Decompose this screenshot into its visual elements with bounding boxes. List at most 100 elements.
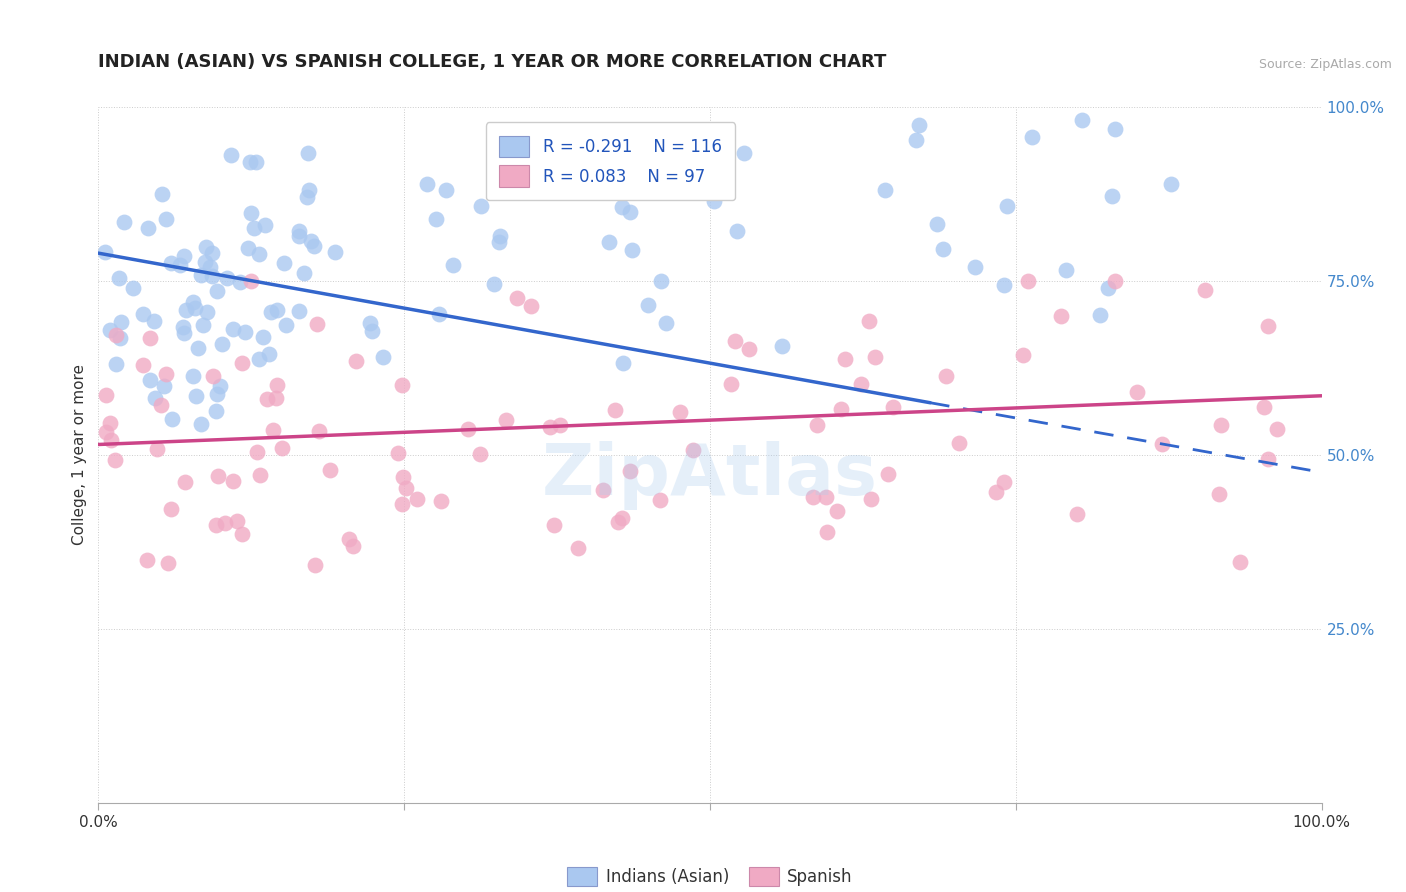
Legend: Indians (Asian), Spanish: Indians (Asian), Spanish bbox=[561, 860, 859, 892]
Point bbox=[488, 235, 510, 249]
Point bbox=[1088, 308, 1111, 322]
Point bbox=[682, 442, 704, 457]
Point bbox=[650, 274, 672, 288]
Point bbox=[416, 177, 439, 191]
Point bbox=[264, 392, 287, 406]
Point bbox=[1050, 310, 1073, 324]
Point bbox=[155, 367, 177, 381]
Point bbox=[242, 221, 264, 235]
Point bbox=[498, 175, 520, 189]
Point bbox=[619, 204, 641, 219]
Point bbox=[882, 400, 904, 414]
Point bbox=[391, 470, 413, 484]
Point bbox=[1066, 508, 1088, 522]
Point bbox=[830, 402, 852, 417]
Point bbox=[1050, 86, 1073, 100]
Point bbox=[94, 425, 117, 439]
Point bbox=[239, 155, 262, 169]
Point bbox=[571, 181, 593, 195]
Point bbox=[1150, 437, 1173, 451]
Point bbox=[247, 351, 270, 366]
Point bbox=[262, 423, 284, 437]
Point bbox=[94, 244, 117, 259]
Point bbox=[105, 328, 128, 343]
Point bbox=[159, 501, 181, 516]
Point bbox=[610, 200, 633, 214]
Point bbox=[603, 403, 626, 417]
Point bbox=[598, 235, 620, 249]
Point bbox=[288, 229, 311, 244]
Point bbox=[112, 215, 135, 229]
Point bbox=[139, 373, 162, 387]
Point bbox=[214, 516, 236, 531]
Point bbox=[339, 532, 361, 546]
Point bbox=[257, 347, 280, 361]
Point bbox=[908, 118, 931, 132]
Point bbox=[205, 387, 228, 401]
Point bbox=[725, 224, 748, 238]
Point bbox=[187, 342, 209, 356]
Point bbox=[298, 183, 321, 197]
Point bbox=[292, 266, 315, 280]
Point bbox=[1104, 122, 1126, 136]
Point bbox=[266, 378, 288, 392]
Point bbox=[132, 308, 155, 322]
Point bbox=[190, 417, 212, 431]
Point bbox=[181, 368, 204, 383]
Point bbox=[993, 277, 1015, 292]
Point bbox=[612, 356, 634, 370]
Point bbox=[1104, 274, 1126, 288]
Point bbox=[993, 475, 1015, 490]
Point bbox=[205, 518, 228, 533]
Point bbox=[1126, 385, 1149, 400]
Point bbox=[308, 424, 330, 438]
Point bbox=[229, 275, 252, 289]
Point bbox=[150, 186, 173, 201]
Point bbox=[288, 224, 311, 238]
Point bbox=[612, 511, 634, 525]
Point bbox=[174, 302, 197, 317]
Point bbox=[655, 317, 678, 331]
Point bbox=[287, 304, 309, 318]
Point bbox=[138, 220, 160, 235]
Point bbox=[208, 379, 231, 393]
Point bbox=[925, 217, 948, 231]
Point bbox=[512, 154, 534, 169]
Point bbox=[815, 490, 838, 504]
Point bbox=[997, 199, 1019, 213]
Point bbox=[98, 417, 121, 431]
Point bbox=[150, 398, 173, 412]
Point bbox=[1097, 281, 1119, 295]
Point bbox=[948, 436, 970, 450]
Point bbox=[395, 482, 418, 496]
Point bbox=[1012, 347, 1035, 361]
Point bbox=[184, 388, 207, 402]
Point bbox=[184, 301, 207, 316]
Point bbox=[1257, 318, 1279, 333]
Point bbox=[606, 515, 628, 529]
Point bbox=[827, 503, 849, 517]
Point bbox=[1253, 400, 1275, 414]
Point bbox=[543, 518, 565, 533]
Point bbox=[226, 514, 249, 528]
Point bbox=[221, 147, 243, 161]
Point bbox=[429, 307, 451, 321]
Point bbox=[434, 183, 457, 197]
Point bbox=[495, 413, 517, 427]
Point bbox=[806, 418, 828, 433]
Point bbox=[1071, 112, 1094, 127]
Point bbox=[172, 319, 194, 334]
Point bbox=[198, 260, 221, 274]
Point bbox=[361, 324, 384, 338]
Point bbox=[1021, 129, 1043, 144]
Point bbox=[249, 467, 271, 482]
Point bbox=[299, 234, 322, 248]
Point bbox=[738, 342, 761, 356]
Point bbox=[801, 490, 824, 504]
Point bbox=[342, 540, 364, 554]
Point bbox=[260, 304, 283, 318]
Point bbox=[236, 241, 259, 255]
Point bbox=[302, 239, 325, 253]
Point bbox=[304, 558, 326, 572]
Point bbox=[104, 357, 127, 371]
